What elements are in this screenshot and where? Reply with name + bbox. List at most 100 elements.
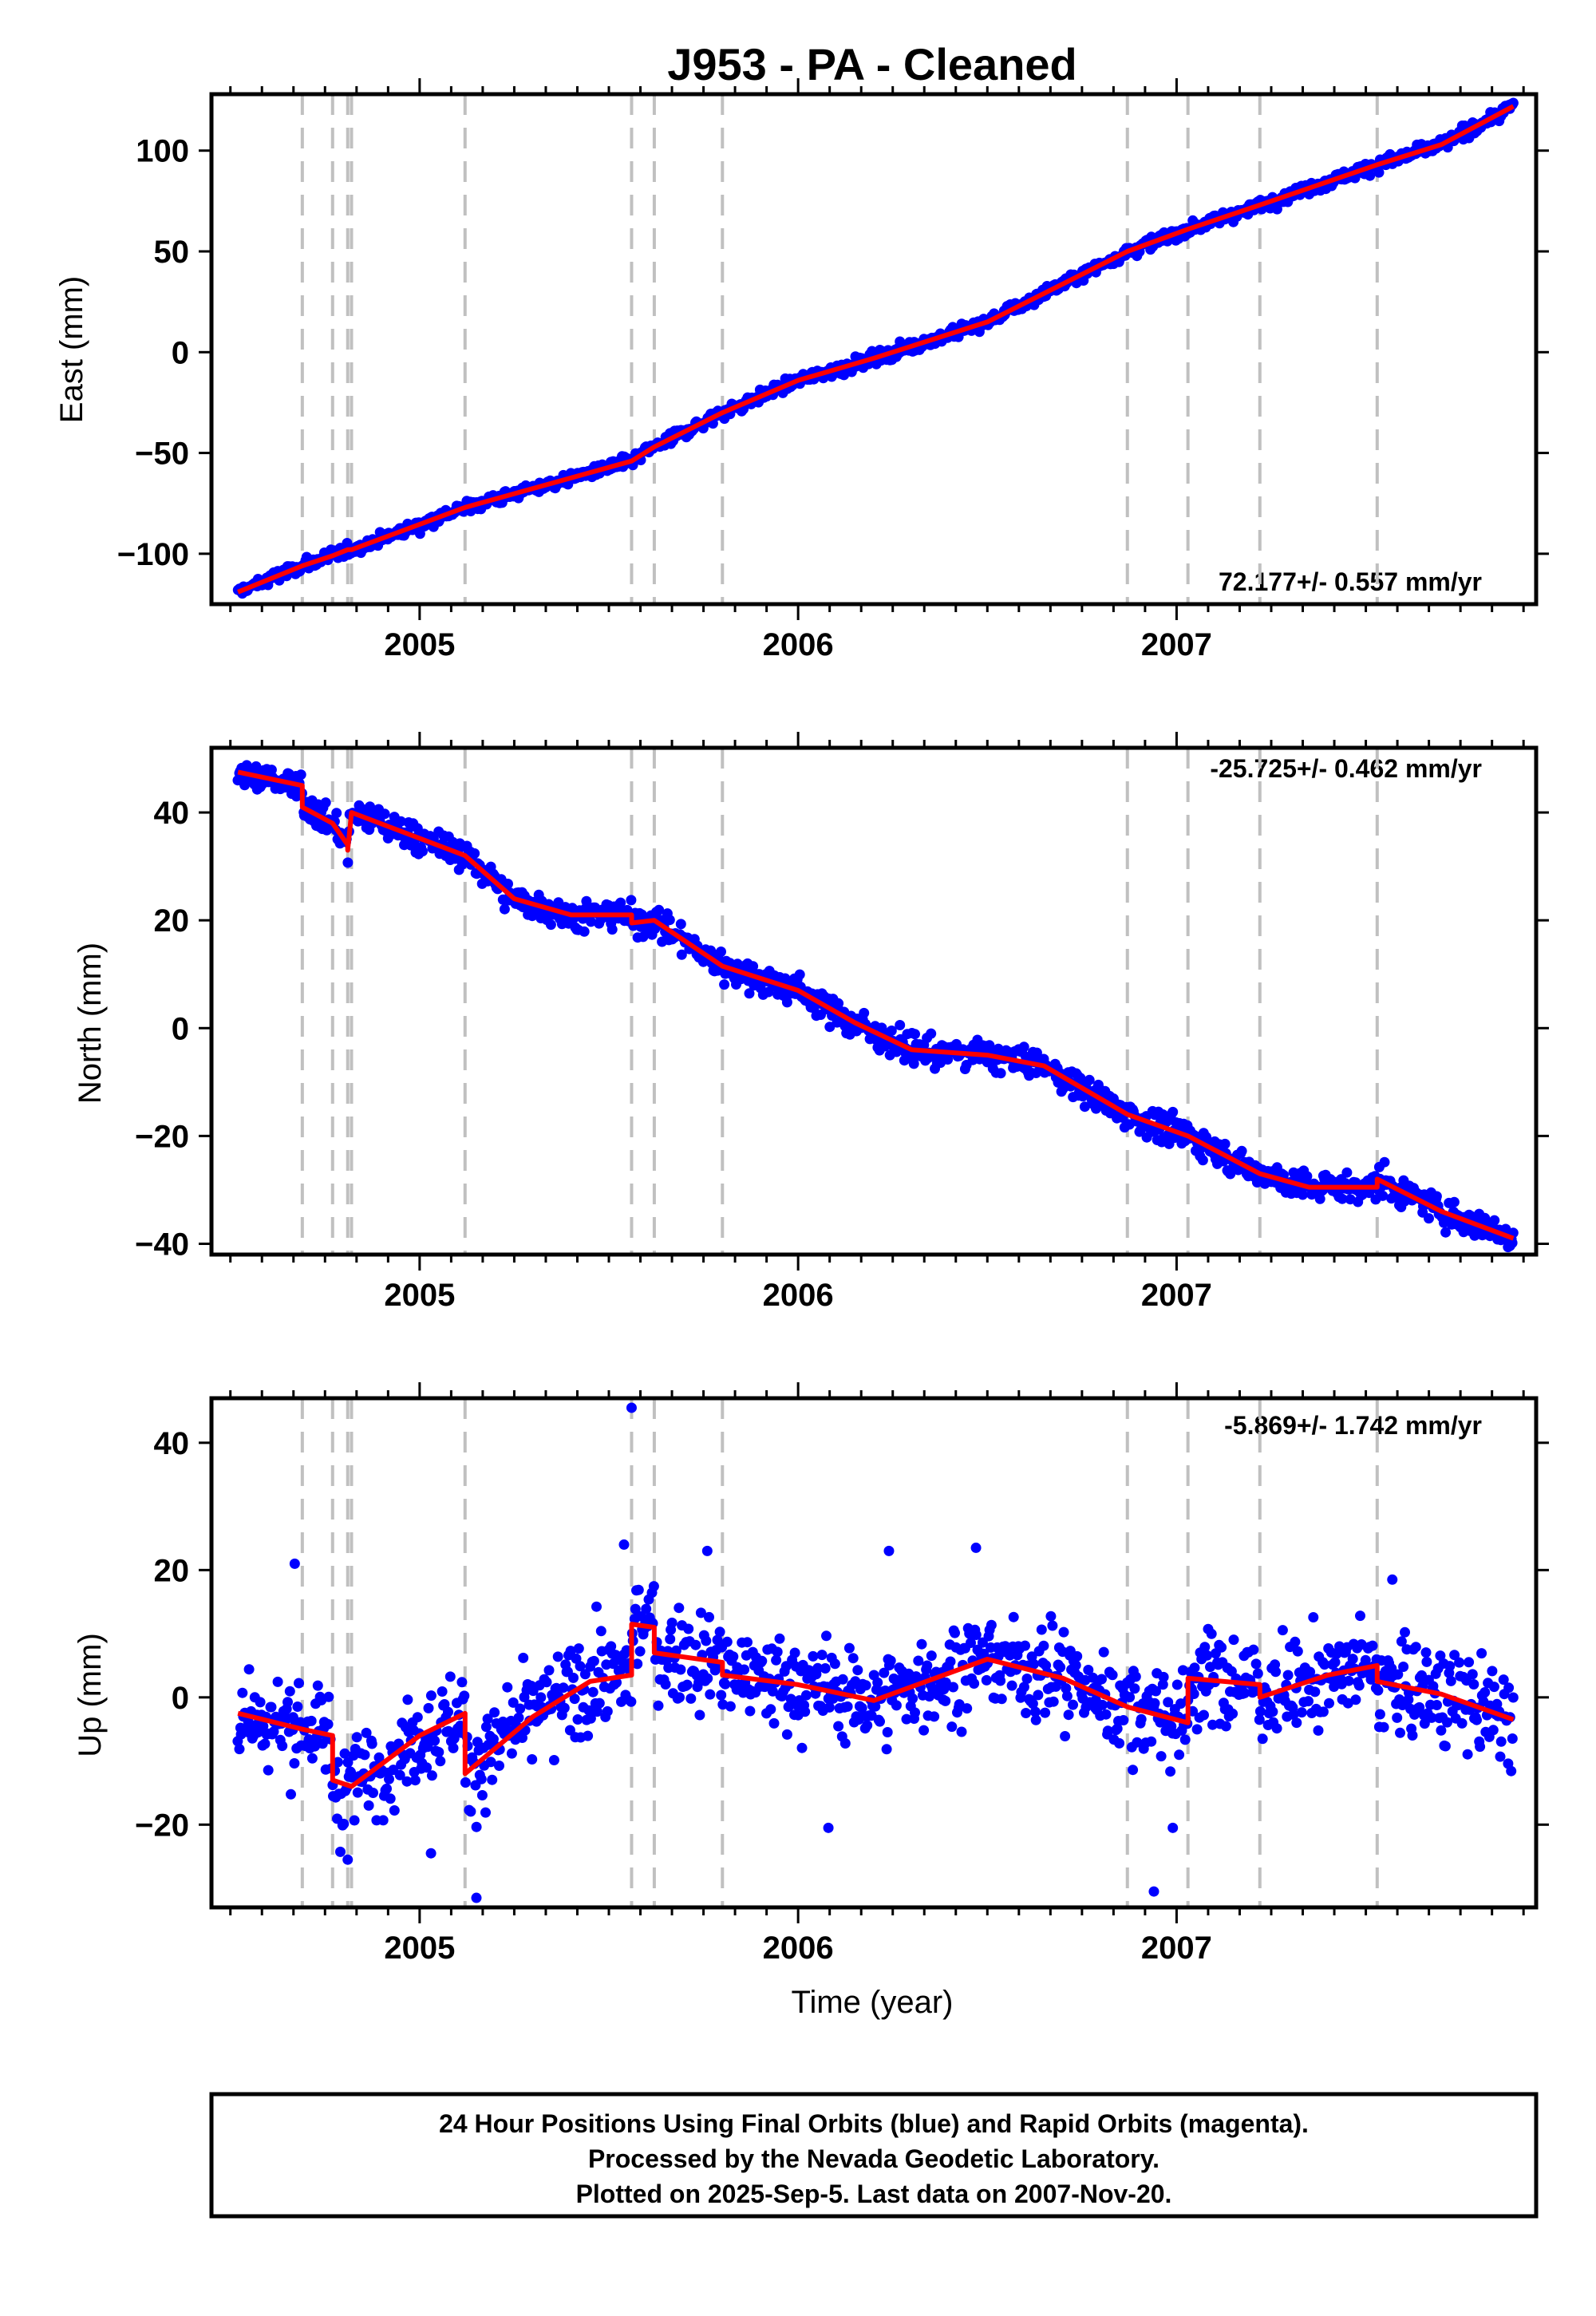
plot-frame-up <box>209 1396 1539 1910</box>
data-point <box>1488 1682 1499 1693</box>
data-point <box>295 769 306 781</box>
data-point <box>945 1656 956 1667</box>
data-point <box>606 924 618 935</box>
data-point <box>1130 1671 1141 1682</box>
outlier-point <box>1148 1886 1159 1897</box>
data-point <box>1472 1714 1482 1725</box>
data-point <box>995 1675 1006 1686</box>
data-point <box>351 1732 362 1743</box>
data-point <box>1151 1686 1161 1697</box>
y-tick-label-east: 100 <box>136 134 189 169</box>
data-point <box>272 1676 283 1687</box>
data-point <box>1132 1737 1143 1748</box>
data-point <box>401 1776 413 1787</box>
data-point <box>1373 1685 1384 1696</box>
data-point <box>962 1703 973 1714</box>
data-point <box>284 1686 295 1697</box>
x-tick-label-up: 2005 <box>384 1931 455 1966</box>
data-point <box>1407 1730 1418 1741</box>
data-point <box>633 1584 644 1595</box>
data-point <box>1112 1723 1123 1734</box>
data-point <box>402 1694 413 1705</box>
data-point <box>1124 1692 1136 1703</box>
data-point <box>910 1029 920 1040</box>
data-point <box>716 1690 727 1701</box>
data-point <box>926 1650 937 1662</box>
data-point <box>579 1669 591 1680</box>
data-point <box>282 1697 293 1708</box>
footer-frame <box>209 2092 1539 2219</box>
data-point <box>1343 1675 1354 1686</box>
data-point <box>381 1783 392 1794</box>
y-axis-label-east: East (mm) <box>54 276 89 423</box>
data-point <box>862 1720 873 1731</box>
rate-label-north: -25.725+/- 0.462 mm/yr <box>1210 754 1482 783</box>
data-point <box>1291 1717 1302 1729</box>
data-point <box>1424 1213 1434 1224</box>
data-point <box>573 1643 584 1654</box>
data-point <box>234 1744 245 1755</box>
data-point <box>1227 1708 1238 1719</box>
y-tick-label-east: 0 <box>172 335 189 370</box>
data-point <box>1191 1724 1203 1735</box>
data-point <box>1197 1155 1208 1166</box>
data-point <box>1426 1712 1437 1723</box>
data-point <box>704 1611 714 1622</box>
data-point <box>984 1040 995 1051</box>
data-point <box>757 1655 768 1666</box>
data-point <box>1419 1718 1430 1729</box>
y-tick-label-north: 0 <box>172 1011 189 1046</box>
data-point <box>719 979 730 990</box>
data-point <box>702 1673 713 1684</box>
data-point <box>1061 1683 1072 1694</box>
data-point <box>395 816 406 827</box>
data-point <box>518 1652 529 1663</box>
data-point <box>891 1700 902 1711</box>
data-point <box>1495 1751 1506 1762</box>
data-point <box>587 1686 598 1697</box>
data-point <box>591 1601 602 1612</box>
data-point <box>626 1696 637 1707</box>
y-axis-label-up: Up (mm) <box>73 1633 108 1757</box>
data-point <box>342 857 354 868</box>
data-point <box>886 1026 897 1036</box>
data-point <box>1179 1734 1191 1745</box>
data-point <box>1436 1725 1447 1736</box>
data-point <box>1498 1674 1509 1686</box>
data-point <box>1410 1642 1421 1653</box>
data-point <box>683 1623 694 1634</box>
data-point <box>615 897 626 908</box>
data-point <box>630 1603 641 1614</box>
data-point <box>1456 1717 1468 1729</box>
data-point <box>701 1635 712 1646</box>
data-point <box>417 846 428 857</box>
data-point <box>543 1665 555 1676</box>
data-point <box>1487 1725 1499 1736</box>
data-point <box>1177 1665 1188 1676</box>
data-point <box>263 1765 274 1776</box>
data-point <box>895 1020 906 1030</box>
data-point <box>1201 1132 1212 1143</box>
data-point <box>772 1646 783 1658</box>
data-point <box>1254 1714 1265 1725</box>
data-point <box>843 1642 855 1654</box>
data-point <box>448 1742 459 1753</box>
data-point <box>675 1664 686 1675</box>
data-point <box>1018 1041 1029 1053</box>
data-point <box>1503 1682 1515 1694</box>
data-point <box>839 1738 851 1749</box>
panel-east: East (mm) 72.177+/- 0.557 mm/yr −100 −50 0… <box>54 78 1549 662</box>
data-point <box>660 1679 671 1690</box>
x-axis-label: Time (year) <box>792 1985 954 2020</box>
data-point <box>541 1677 552 1688</box>
data-point <box>870 1701 881 1712</box>
data-point <box>1277 1625 1288 1636</box>
data-point <box>515 1703 526 1714</box>
data-point <box>1379 1156 1390 1168</box>
data-point <box>694 1709 705 1721</box>
data-point <box>860 1680 871 1691</box>
data-point <box>1156 1751 1167 1762</box>
data-point <box>1270 1666 1282 1678</box>
data-point <box>527 1754 538 1765</box>
data-point <box>907 1693 918 1704</box>
